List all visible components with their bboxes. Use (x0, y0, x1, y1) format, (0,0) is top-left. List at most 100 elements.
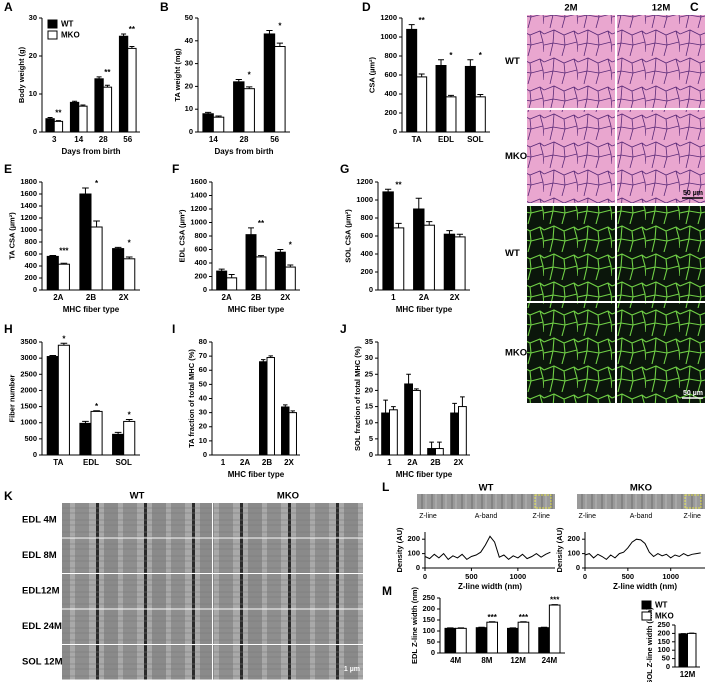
strip-roi (534, 494, 552, 509)
x-axis-label: Z-line width (nm) (613, 582, 677, 591)
y-tick-label: 1000 (20, 225, 37, 234)
significance: * (128, 411, 132, 420)
strip-label: Z-line (532, 513, 550, 520)
bar (118, 35, 129, 133)
bar (281, 406, 290, 456)
y-tick-label: 0 (576, 563, 580, 572)
x-tick-label: SOL (467, 135, 484, 144)
row-label: MKO (505, 151, 527, 162)
significance: ** (129, 25, 136, 34)
x-tick-label: 2A (407, 458, 417, 467)
bar (53, 120, 64, 133)
significance: *** (59, 247, 69, 256)
bar (517, 621, 530, 654)
error-bar (429, 441, 434, 449)
error-bar (426, 221, 433, 226)
x-tick-label: EDL (83, 458, 99, 467)
column-label: MKO (277, 491, 299, 502)
x-tick-label: 12M (510, 656, 526, 665)
error-bar (477, 93, 484, 97)
y-tick-label: 50 (427, 637, 435, 646)
y-tick-label: 0 (203, 285, 207, 294)
error-bar (384, 188, 392, 192)
bar (416, 76, 428, 133)
y-tick-label: 70 (199, 351, 207, 360)
bar (127, 47, 137, 133)
bar (123, 258, 136, 291)
y-axis-label: Density (AU) (555, 527, 564, 573)
y-axis-label: TA CSA (µm²) (8, 212, 17, 260)
micrograph (527, 303, 615, 403)
bar (243, 88, 255, 133)
x-tick-label: 2X (280, 293, 290, 302)
error-bar (460, 396, 465, 407)
column-label: 12M (652, 3, 671, 14)
y-tick-label: 1200 (20, 213, 37, 222)
row-label: MKO (505, 348, 527, 359)
significance: * (248, 71, 252, 80)
y-tick-label: 20 (185, 81, 193, 90)
y-tick-label: 1400 (20, 201, 37, 210)
row-label: EDL 24M (22, 621, 62, 632)
y-tick-label: 0 (33, 285, 37, 294)
error-bar (228, 273, 235, 278)
x-tick-label: 8M (481, 656, 492, 665)
micrograph (213, 574, 363, 609)
x-tick-label: 24M (542, 656, 558, 665)
bar (404, 383, 413, 456)
error-bar (93, 220, 100, 227)
bar (458, 406, 467, 456)
error-bar (276, 42, 284, 47)
y-tick-label: 1800 (20, 177, 37, 186)
legend-label: WT (655, 601, 668, 610)
bar (382, 191, 394, 291)
error-bar (437, 441, 442, 449)
error-bar (215, 115, 222, 118)
density-line (584, 538, 701, 561)
x-tick-label: 2A (222, 293, 232, 302)
density-line (424, 535, 551, 561)
y-tick-label: 600 (194, 244, 207, 253)
y-tick-label: 0 (203, 450, 207, 459)
x-tick-label: 2X (454, 458, 464, 467)
x-tick-label: 0 (423, 572, 427, 581)
bar (507, 627, 519, 654)
error-bar (96, 76, 102, 79)
y-tick-label: 200 (360, 267, 373, 276)
strip-label: Z-line (683, 513, 701, 520)
y-axis-label: CSA (µm²) (368, 56, 377, 93)
bar (274, 251, 286, 291)
y-tick-label: 50 (662, 654, 670, 663)
legend-label: MKO (61, 31, 80, 40)
panel-letter: B (160, 0, 169, 14)
y-tick-label: 0 (33, 450, 37, 459)
y-tick-label: 1500 (20, 402, 37, 411)
y-tick-label: 3500 (20, 337, 37, 346)
error-bar (82, 420, 89, 424)
x-tick-label: 1 (387, 458, 392, 467)
bar (263, 33, 276, 133)
y-tick-label: 0 (393, 127, 397, 136)
error-bar (452, 402, 457, 414)
y-tick-label: 100 (422, 626, 435, 635)
bar (381, 412, 390, 456)
y-tick-label: 250 (422, 593, 435, 602)
bar (266, 357, 275, 456)
x-tick-label: 4M (450, 656, 461, 665)
x-tick-label: 14 (74, 135, 83, 144)
y-tick-label: 250 (657, 620, 670, 629)
error-bar (60, 262, 68, 265)
y-tick-label: 30 (29, 13, 37, 22)
error-bar (283, 404, 288, 407)
y-tick-label: 10 (29, 89, 37, 98)
panel-letter: L (382, 480, 389, 494)
y-tick-label: 500 (24, 434, 37, 443)
error-bar (287, 264, 294, 268)
error-bar (268, 355, 273, 358)
y-tick-label: 35 (365, 337, 373, 346)
y-tick-label: 60 (199, 365, 207, 374)
bar (78, 105, 88, 133)
x-tick-label: 2X (450, 293, 460, 302)
y-tick-label: 200 (407, 534, 420, 543)
y-tick-label: 200 (24, 273, 37, 282)
